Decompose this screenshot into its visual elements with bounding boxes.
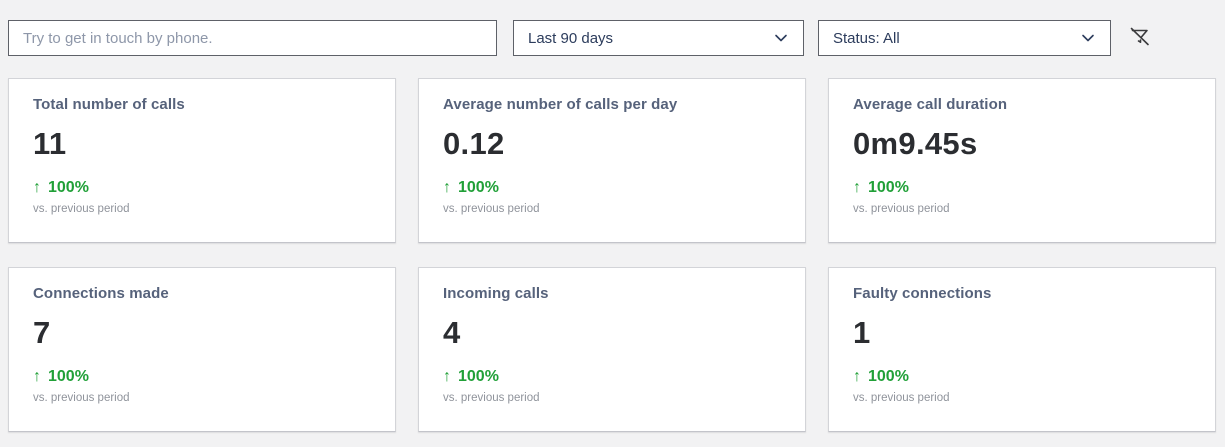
trend-up-arrow-icon: ↑ [853, 179, 861, 196]
stat-card-incoming-calls: Incoming calls 4 ↑ 100% vs. previous per… [418, 267, 806, 432]
clear-filters-button[interactable] [1125, 23, 1155, 53]
period-filter-value: Last 90 days [528, 29, 614, 47]
chevron-down-icon [773, 30, 789, 46]
status-filter-value: Status: All [833, 29, 900, 47]
stat-card-title: Connections made [33, 285, 169, 302]
stat-card-title: Incoming calls [443, 285, 549, 302]
trend-percent: 100% [48, 179, 89, 196]
stat-card-value: 0m9.45s [853, 126, 978, 161]
filters-toolbar: Last 90 days Status: All [8, 20, 1216, 56]
stat-card-title: Faulty connections [853, 285, 992, 302]
stat-card-connections-made: Connections made 7 ↑ 100% vs. previous p… [8, 267, 396, 432]
trend-up-arrow-icon: ↑ [443, 179, 451, 196]
stat-card-value: 7 [33, 315, 51, 350]
trend-percent: 100% [868, 368, 909, 385]
stat-card-total-calls: Total number of calls 11 ↑ 100% vs. prev… [8, 78, 396, 243]
search-input[interactable] [8, 20, 497, 56]
stat-card-value: 0.12 [443, 126, 505, 161]
stat-card-avg-call-duration: Average call duration 0m9.45s ↑ 100% vs.… [828, 78, 1216, 243]
stat-card-trend: ↑ 100% [443, 368, 781, 386]
stat-card-comparison: vs. previous period [33, 203, 130, 215]
trend-up-arrow-icon: ↑ [33, 368, 41, 385]
chevron-down-icon [1080, 30, 1096, 46]
trend-up-arrow-icon: ↑ [443, 368, 451, 385]
stat-cards-grid: Total number of calls 11 ↑ 100% vs. prev… [8, 78, 1216, 432]
stat-card-trend: ↑ 100% [853, 179, 1191, 197]
stat-card-value: 11 [33, 126, 67, 161]
stat-card-comparison: vs. previous period [443, 392, 540, 404]
trend-percent: 100% [48, 368, 89, 385]
status-filter-select[interactable]: Status: All [818, 20, 1111, 56]
stat-card-title: Total number of calls [33, 96, 185, 113]
stat-card-value: 4 [443, 315, 461, 350]
stat-card-trend: ↑ 100% [33, 179, 371, 197]
trend-up-arrow-icon: ↑ [33, 179, 41, 196]
stat-card-value: 1 [853, 315, 871, 350]
filter-off-icon [1128, 25, 1152, 52]
stat-card-title: Average call duration [853, 96, 1008, 113]
stat-card-trend: ↑ 100% [33, 368, 371, 386]
period-filter-select[interactable]: Last 90 days [513, 20, 804, 56]
trend-percent: 100% [868, 179, 909, 196]
stat-card-comparison: vs. previous period [853, 203, 950, 215]
stat-card-comparison: vs. previous period [443, 203, 540, 215]
trend-percent: 100% [458, 179, 499, 196]
stat-card-title: Average number of calls per day [443, 96, 678, 113]
stat-card-avg-calls-per-day: Average number of calls per day 0.12 ↑ 1… [418, 78, 806, 243]
stat-card-trend: ↑ 100% [853, 368, 1191, 386]
stat-card-trend: ↑ 100% [443, 179, 781, 197]
trend-up-arrow-icon: ↑ [853, 368, 861, 385]
stat-card-comparison: vs. previous period [853, 392, 950, 404]
stat-card-faulty-connections: Faulty connections 1 ↑ 100% vs. previous… [828, 267, 1216, 432]
stat-card-comparison: vs. previous period [33, 392, 130, 404]
trend-percent: 100% [458, 368, 499, 385]
